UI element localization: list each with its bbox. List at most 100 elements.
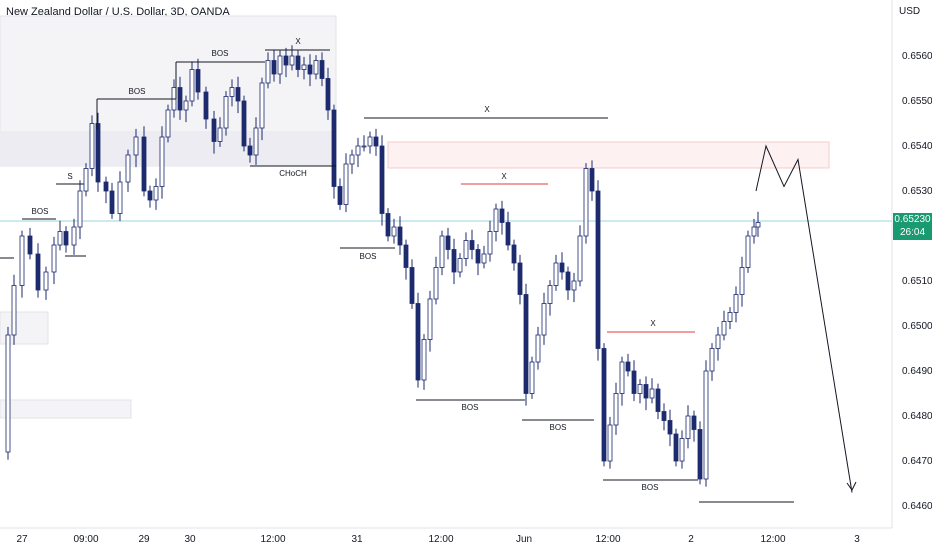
candle <box>43 266 49 300</box>
candle <box>265 52 271 89</box>
time-tick-label: 29 <box>138 534 150 545</box>
candle-body <box>715 334 721 349</box>
candle-body <box>439 235 445 268</box>
candle-body <box>355 145 361 156</box>
candle <box>295 50 301 78</box>
candle <box>211 110 217 154</box>
candle-body <box>655 388 661 412</box>
candle <box>607 416 613 469</box>
candle-body <box>313 60 319 75</box>
candle <box>667 409 673 447</box>
candle-body <box>19 235 25 286</box>
candle-body <box>223 96 229 129</box>
candle-body <box>247 145 253 156</box>
candle-body <box>373 136 379 147</box>
time-tick-label: 12:00 <box>428 534 453 545</box>
candle-body <box>643 384 649 399</box>
chart-title: New Zealand Dollar / U.S. Dollar, 3D, OA… <box>6 6 230 18</box>
candle <box>685 405 691 449</box>
time-tick-label: 12:00 <box>260 534 285 545</box>
candle <box>391 218 397 244</box>
candle-body <box>253 127 259 156</box>
bos-label: BOS <box>360 252 377 261</box>
bar-countdown: 26:04 <box>899 227 926 238</box>
candle <box>755 211 761 237</box>
candle <box>739 256 745 307</box>
candle <box>673 428 679 467</box>
candle-body <box>83 168 89 192</box>
candle <box>631 360 637 402</box>
candle <box>727 307 733 330</box>
candle <box>367 131 373 154</box>
candle <box>613 382 619 435</box>
candle <box>427 290 433 352</box>
candle-body <box>595 190 601 349</box>
candle-body <box>109 190 115 214</box>
candle-body <box>559 262 565 273</box>
candle-body <box>391 226 397 237</box>
candle <box>553 254 559 291</box>
time-tick-label: 3 <box>854 534 860 545</box>
candle <box>331 104 337 199</box>
candle-body <box>607 424 613 462</box>
candle-body <box>403 244 409 268</box>
candle <box>751 218 757 244</box>
x-label: X <box>484 105 490 114</box>
candle-body <box>409 267 415 304</box>
candle-body <box>481 253 487 264</box>
candle-body <box>89 123 95 169</box>
candle-body <box>165 109 171 138</box>
choch-label: CHoCH <box>279 169 307 178</box>
candle <box>655 383 661 420</box>
candle <box>457 253 463 278</box>
candle-body <box>457 258 463 273</box>
candle-body <box>385 213 391 237</box>
candle <box>355 137 361 168</box>
candle <box>679 430 685 469</box>
last-price-value: 0.65230 <box>894 214 931 225</box>
time-tick-label: 31 <box>351 534 363 545</box>
candle-body <box>517 262 523 295</box>
candle-body <box>451 249 457 273</box>
candle-body <box>241 100 247 147</box>
candle <box>523 283 529 406</box>
candle-body <box>493 208 499 232</box>
candle <box>517 254 523 305</box>
candle <box>27 227 33 260</box>
candle <box>571 272 577 303</box>
candle <box>577 225 583 287</box>
candle <box>535 326 541 370</box>
candle <box>745 230 751 273</box>
candle-body <box>289 55 295 66</box>
candle-body <box>283 55 289 66</box>
candle-body <box>691 415 697 430</box>
candle-body <box>77 190 83 228</box>
candle <box>77 180 83 240</box>
candle <box>547 280 553 316</box>
candle <box>511 239 517 271</box>
last-price-tag: 0.65230 26:04 <box>893 213 932 240</box>
candle-body <box>27 235 33 255</box>
candle-body <box>601 348 607 462</box>
candle <box>203 86 209 129</box>
candle <box>421 334 427 390</box>
candle <box>165 104 171 143</box>
candle <box>325 67 331 120</box>
time-tick-label: 27 <box>16 534 28 545</box>
candle <box>177 76 183 120</box>
candle-body <box>649 388 655 399</box>
candle-body <box>631 370 637 394</box>
candle-body <box>103 181 109 192</box>
candle <box>147 185 153 208</box>
candle-body <box>235 87 241 102</box>
candle-body <box>361 145 367 148</box>
bos-label: BOS <box>462 403 479 412</box>
projection-arrowhead <box>846 481 857 491</box>
candle-body <box>721 321 727 336</box>
candle <box>589 160 595 201</box>
candle <box>141 126 147 197</box>
